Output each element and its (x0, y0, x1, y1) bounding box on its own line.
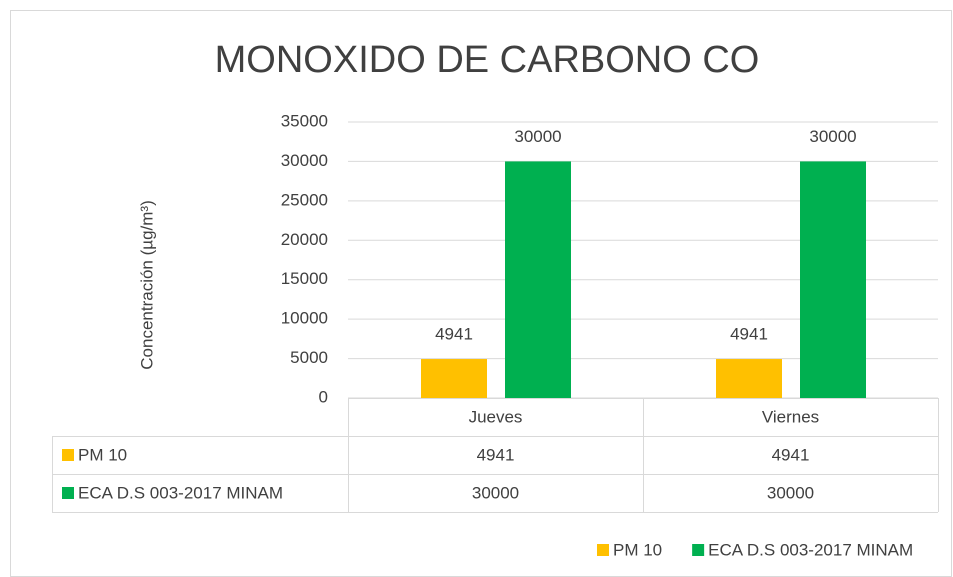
data-label: 4941 (730, 325, 768, 344)
table-cell: 30000 (767, 483, 814, 502)
table-cell: 4941 (772, 445, 810, 464)
y-tick-label: 30000 (281, 151, 328, 170)
table-key (62, 449, 74, 461)
x-tick-label: Jueves (469, 407, 523, 426)
table-row-label: ECA D.S 003-2017 MINAM (78, 483, 283, 502)
bar (800, 161, 866, 398)
bar (716, 359, 782, 398)
y-tick-label: 35000 (281, 111, 328, 130)
y-tick-label: 20000 (281, 230, 328, 249)
bar (421, 359, 487, 398)
x-tick-label: Viernes (762, 407, 819, 426)
table-cell: 30000 (472, 483, 519, 502)
y-tick-label: 5000 (290, 348, 328, 367)
table-cell: 4941 (477, 445, 515, 464)
legend-label: ECA D.S 003-2017 MINAM (708, 540, 913, 559)
y-tick-label: 15000 (281, 269, 328, 288)
y-tick-label: 25000 (281, 190, 328, 209)
data-label: 4941 (435, 325, 473, 344)
chart-title: MONOXIDO DE CARBONO CO (215, 39, 760, 81)
data-label: 30000 (809, 127, 856, 146)
legend-label: PM 10 (613, 540, 662, 559)
table-key (62, 487, 74, 499)
data-label: 30000 (514, 127, 561, 146)
y-tick-label: 0 (319, 387, 328, 406)
legend-key (692, 544, 705, 556)
table-row-label: PM 10 (78, 445, 127, 464)
y-axis-label: Concentración (µg/m³) (137, 200, 156, 369)
legend-key (597, 544, 609, 556)
chart-border (10, 10, 952, 577)
bar (505, 161, 571, 398)
y-tick-label: 10000 (281, 309, 328, 328)
